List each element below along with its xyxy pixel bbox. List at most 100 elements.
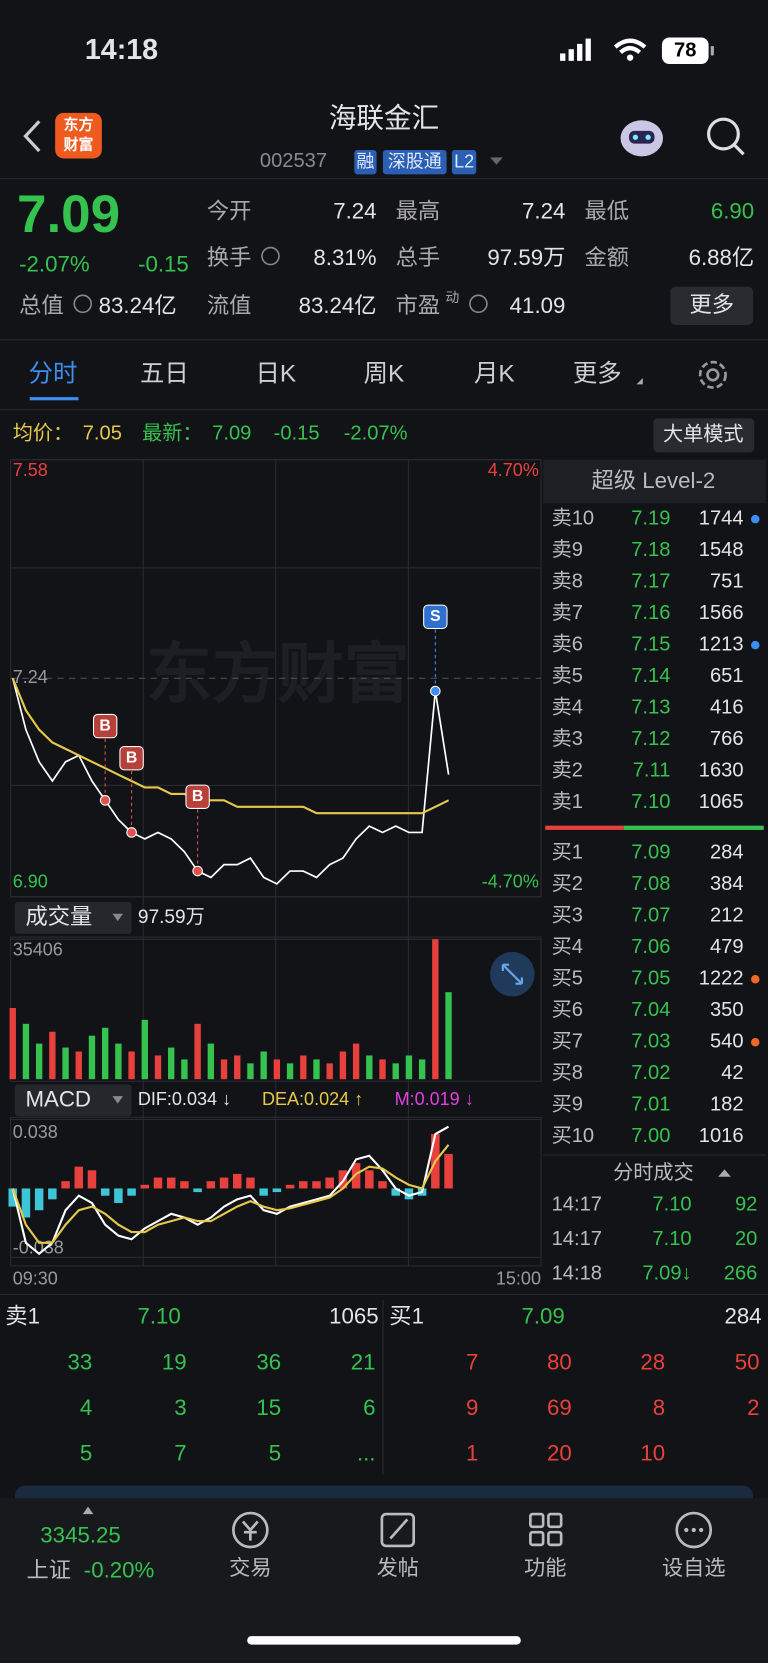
sell1-volume: 1065 xyxy=(329,1304,379,1329)
tab[interactable]: 日K xyxy=(255,360,296,387)
trade-volume: 20 xyxy=(735,1228,757,1250)
change-pct: -2.07% xyxy=(19,251,90,276)
collapse-arrow[interactable] xyxy=(718,1169,731,1177)
nav-item[interactable]: 设自选 xyxy=(662,1556,726,1580)
field-value: 41.09 xyxy=(510,293,566,318)
change: -0.15 xyxy=(138,251,189,276)
macd-bar xyxy=(127,1188,136,1196)
nav-item[interactable]: 功能 xyxy=(524,1556,566,1580)
y-tick-label: 35406 xyxy=(13,940,63,960)
volume-selector[interactable] xyxy=(14,902,132,934)
ask-price: 7.14 xyxy=(631,665,670,687)
volume-bar xyxy=(181,1059,188,1080)
volume-bar xyxy=(234,1055,241,1080)
expand-button[interactable] xyxy=(490,951,535,997)
search-button[interactable] xyxy=(707,117,745,156)
index-arrow[interactable] xyxy=(82,1506,94,1515)
buy-queue-order: 20 xyxy=(547,1441,572,1466)
more-button[interactable] xyxy=(670,286,754,325)
ask-label: 卖7 xyxy=(552,601,583,624)
sell-queue-order: 19 xyxy=(162,1349,187,1374)
ask-label: 卖3 xyxy=(552,727,583,750)
bid-volume: 384 xyxy=(710,873,744,895)
back-button[interactable] xyxy=(23,120,41,153)
trade-time: 14:17 xyxy=(552,1194,602,1216)
bid-price: 7.00 xyxy=(631,1125,670,1147)
macd-bar xyxy=(61,1181,70,1189)
info-icon xyxy=(261,246,280,266)
macd-bar xyxy=(193,1188,202,1193)
stock-name: 海联金汇 xyxy=(329,103,439,134)
signal-badge xyxy=(119,746,144,771)
signal-label: B xyxy=(99,717,111,734)
trade-price: 7.10 xyxy=(652,1194,691,1216)
index-change[interactable]: -0.20% xyxy=(84,1557,155,1582)
field-label: 总值 xyxy=(19,293,64,318)
bid-label: 买8 xyxy=(552,1062,583,1084)
ask-price: 7.19 xyxy=(631,507,670,529)
field-label: 今开 xyxy=(207,198,252,223)
ask-volume: 1566 xyxy=(699,602,744,624)
field-label: 总手 xyxy=(396,245,441,270)
latest-change-pct: -2.07% xyxy=(344,423,408,445)
order-book-header xyxy=(543,459,766,504)
ask-price: 7.11 xyxy=(633,759,671,781)
bid-label: 买6 xyxy=(552,999,583,1021)
tab[interactable]: 周K xyxy=(364,360,405,387)
mode-label[interactable]: 大单模式 xyxy=(663,423,744,446)
more-label[interactable]: 更多 xyxy=(690,292,735,317)
ask-label: 卖1 xyxy=(552,790,583,813)
macd-bar xyxy=(48,1188,57,1200)
index-name[interactable]: 上证 xyxy=(27,1557,72,1582)
macd-selector[interactable] xyxy=(14,1084,132,1117)
field-value: 7.24 xyxy=(522,198,565,223)
signal-label: S xyxy=(430,608,441,625)
settings-icon[interactable] xyxy=(698,360,727,389)
bid-volume: 350 xyxy=(710,999,744,1021)
macd-bar xyxy=(21,1188,31,1218)
nav-item[interactable]: 发帖 xyxy=(377,1556,419,1580)
sell-queue-order: 36 xyxy=(256,1349,281,1374)
macd-legend: M:0.019 ↓ xyxy=(395,1089,474,1109)
buy-queue-order: 8 xyxy=(653,1395,665,1420)
robot-icon[interactable] xyxy=(620,120,663,157)
sell-queue-order: 5 xyxy=(269,1441,281,1466)
field-label: 流值 xyxy=(207,293,252,318)
signal-dot xyxy=(126,827,137,838)
field-value: 6.90 xyxy=(711,198,754,223)
pct-label: 4.70% xyxy=(488,460,539,480)
ask-volume: 1630 xyxy=(699,759,744,781)
bid-price: 7.08 xyxy=(631,873,670,895)
logo-text: 东方 xyxy=(64,115,94,133)
ask-label: 卖6 xyxy=(552,632,583,655)
ask-price: 7.13 xyxy=(631,696,670,718)
dropdown-arrow[interactable] xyxy=(490,157,503,165)
y-tick-label: 7.24 xyxy=(13,667,48,687)
field-label: 换手 xyxy=(207,245,252,270)
volume-bar xyxy=(313,1059,320,1080)
index-value[interactable]: 3345.25 xyxy=(40,1522,121,1547)
nav-item[interactable]: 交易 xyxy=(229,1556,271,1580)
volume-bar xyxy=(49,1031,56,1080)
buy-queue-order: 7 xyxy=(466,1349,478,1374)
macd-bar xyxy=(180,1181,189,1189)
tab[interactable]: 五日 xyxy=(140,360,189,387)
avg-value: 7.05 xyxy=(83,423,122,445)
tab[interactable]: 分时 xyxy=(29,360,78,387)
macd-bar xyxy=(404,1188,414,1200)
volume-bar xyxy=(141,1019,148,1080)
sell-queue-order: 33 xyxy=(68,1349,93,1374)
mode-button[interactable] xyxy=(653,418,755,453)
macd-bar xyxy=(140,1184,150,1189)
macd-bar xyxy=(272,1188,282,1193)
macd-bar xyxy=(87,1170,97,1189)
field-sup: 动 xyxy=(446,290,460,305)
home-indicator xyxy=(247,1636,521,1645)
time-label: 15:00 xyxy=(496,1268,541,1288)
tag-label: L2 xyxy=(454,151,474,171)
tab[interactable]: 月K xyxy=(474,360,515,387)
bid-volume: 479 xyxy=(710,936,744,958)
volume-bar xyxy=(220,1059,228,1080)
bid-price: 7.09 xyxy=(631,842,670,864)
tab[interactable]: 更多 xyxy=(573,360,622,387)
